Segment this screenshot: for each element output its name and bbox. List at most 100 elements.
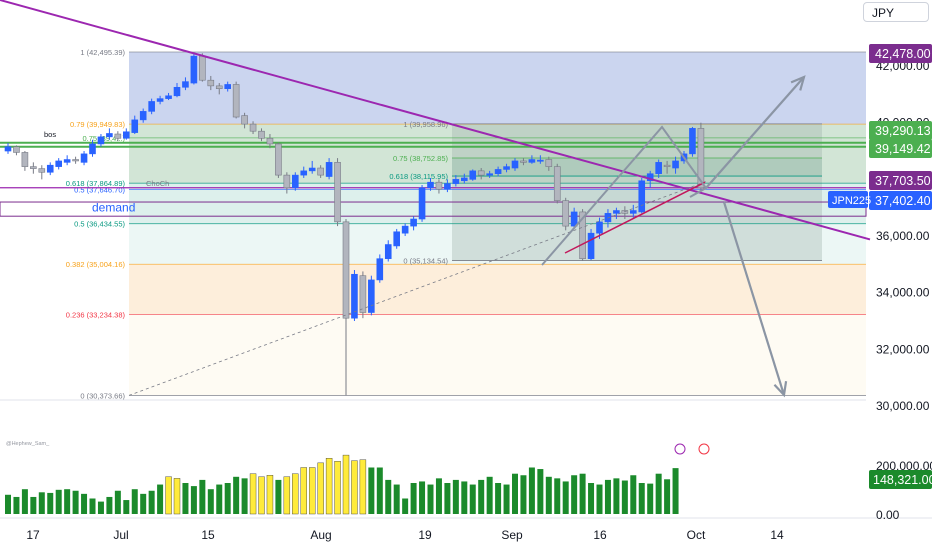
candle-body bbox=[139, 111, 147, 121]
volume-bar bbox=[283, 476, 291, 515]
candle-body bbox=[165, 95, 172, 99]
candle-body bbox=[317, 167, 324, 176]
volume-bar bbox=[630, 475, 637, 514]
volume-bar bbox=[461, 481, 468, 514]
price-tag-bg bbox=[869, 139, 932, 158]
bos-label: bos bbox=[44, 130, 56, 139]
swing-path bbox=[541, 125, 708, 266]
volume-bar bbox=[300, 467, 307, 515]
choch-label: ChoCh bbox=[146, 179, 169, 188]
fib-level-label: 0.79 (39,949.83) bbox=[70, 120, 126, 129]
fib-right-label: 0.618 (38,115.95) bbox=[389, 172, 448, 181]
fib-right-label: 0 (35,134.54) bbox=[403, 257, 448, 266]
arrow-down-head bbox=[773, 380, 788, 398]
candle-body bbox=[579, 211, 586, 259]
x-tick-label: Oct bbox=[687, 528, 706, 542]
fib-right-label: 0.75 (38,752.85) bbox=[393, 154, 449, 163]
volume-bar bbox=[131, 489, 138, 514]
y-tick-label: 36,000.00 bbox=[876, 229, 930, 243]
volume-bar bbox=[190, 486, 197, 514]
volume-bar bbox=[571, 475, 578, 514]
candle-body bbox=[266, 137, 274, 145]
volume-bar bbox=[376, 467, 383, 514]
volume-bar bbox=[520, 475, 527, 514]
volume-bar bbox=[165, 476, 172, 515]
candle-body bbox=[21, 152, 29, 167]
volume-bar bbox=[114, 490, 121, 514]
fib-level-label: 0 (30,373.66) bbox=[80, 391, 125, 400]
volume-bar bbox=[545, 476, 552, 514]
volume-bar bbox=[89, 498, 96, 514]
candle-body bbox=[46, 164, 54, 173]
price-tag: 37,703.50 bbox=[875, 174, 931, 188]
volume-bar bbox=[562, 481, 569, 514]
candle-body bbox=[418, 187, 426, 220]
y-tick-label: 32,000.00 bbox=[876, 342, 930, 356]
price-tag-bg bbox=[869, 44, 932, 63]
candles-layer bbox=[4, 53, 705, 396]
volume-bar bbox=[249, 473, 257, 515]
fib-zone bbox=[129, 314, 866, 396]
volume-bar bbox=[664, 479, 671, 514]
currency-selector[interactable]: JPY bbox=[863, 2, 929, 22]
candle-body bbox=[452, 179, 460, 184]
volume-bar bbox=[486, 476, 493, 514]
volume-bar bbox=[266, 475, 274, 515]
symbol-tag-bg bbox=[828, 191, 868, 208]
candle-body bbox=[232, 84, 240, 118]
lightning-icon bbox=[674, 443, 686, 455]
candle-body bbox=[114, 133, 122, 139]
fib-zone bbox=[129, 223, 866, 265]
volume-bar bbox=[106, 496, 113, 514]
volume-bar bbox=[503, 484, 510, 514]
volume-bar bbox=[241, 478, 248, 514]
x-tick-label: 19 bbox=[418, 528, 432, 542]
demand-label: demand bbox=[92, 201, 135, 215]
price-tag-bg bbox=[869, 121, 932, 140]
fib-level-label: 0.5 (37,646.70) bbox=[74, 185, 125, 194]
volume-bar bbox=[385, 479, 392, 514]
volume-bar bbox=[55, 489, 62, 514]
demand-zone bbox=[0, 201, 867, 217]
volume-bar bbox=[216, 484, 223, 514]
candle-body bbox=[689, 128, 696, 155]
candle-body bbox=[325, 162, 333, 177]
candle-body bbox=[376, 258, 384, 281]
candle-body bbox=[4, 146, 12, 152]
volume-bar bbox=[123, 500, 130, 514]
candle-body bbox=[291, 174, 299, 189]
volume-bar bbox=[655, 473, 662, 514]
volume-bar bbox=[72, 490, 79, 514]
x-tick-label: 17 bbox=[26, 528, 40, 542]
volume-bar bbox=[596, 484, 603, 514]
candle-body bbox=[553, 166, 561, 201]
candle-body bbox=[520, 160, 527, 163]
candle-body bbox=[182, 81, 189, 88]
volume-bar bbox=[621, 480, 628, 514]
arrow-up bbox=[705, 76, 805, 189]
volume-bar bbox=[148, 490, 155, 514]
candle-body bbox=[401, 225, 409, 234]
y-tick-label: 34,000.00 bbox=[876, 286, 930, 300]
candle-body bbox=[545, 159, 553, 167]
volume-layer bbox=[5, 454, 679, 515]
volume-bar bbox=[427, 484, 434, 514]
arrow-up-head bbox=[790, 75, 806, 91]
price-tag: 42,478.00 bbox=[875, 47, 931, 61]
candle-body bbox=[215, 85, 223, 90]
fib-level-label: 0.236 (33,234.38) bbox=[66, 310, 126, 319]
volume-bar bbox=[588, 483, 595, 514]
volume-bar bbox=[342, 454, 350, 515]
volume-bar bbox=[207, 489, 214, 514]
candle-body bbox=[199, 55, 206, 81]
volume-bar bbox=[81, 493, 88, 514]
candle-body bbox=[562, 200, 570, 227]
candle-body bbox=[393, 231, 401, 247]
fib-level-label: 0.618 (37,864.89) bbox=[66, 179, 126, 188]
candle-body bbox=[106, 133, 113, 138]
candle-body bbox=[486, 173, 493, 176]
candle-body bbox=[342, 221, 350, 319]
volume-bar bbox=[47, 492, 54, 514]
volume-bar bbox=[452, 479, 459, 514]
